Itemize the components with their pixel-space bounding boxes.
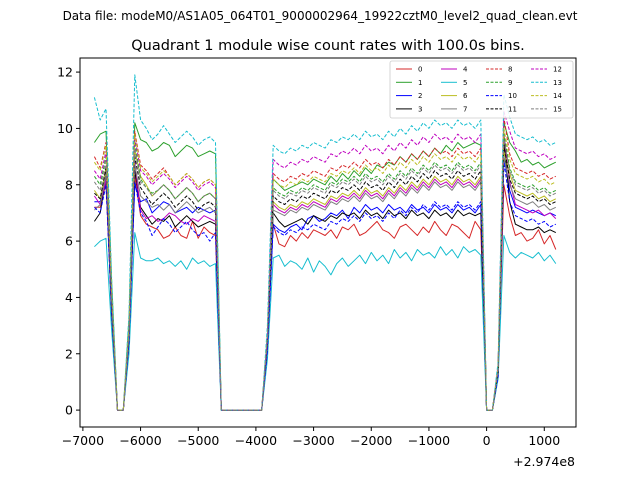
series-layer (93, 74, 557, 411)
legend-label-8: 8 (508, 66, 512, 74)
series-line-3 (93, 139, 557, 411)
x-tick-label: −2000 (350, 433, 392, 448)
y-tick-label: 12 (57, 65, 73, 80)
legend-label-5: 5 (463, 79, 467, 87)
x-tick-label: 0 (483, 433, 491, 448)
plot-area (93, 74, 557, 411)
series-line-1 (93, 122, 557, 411)
legend-label-9: 9 (508, 79, 512, 87)
legend-label-6: 6 (463, 92, 468, 100)
y-tick-label: 2 (65, 346, 73, 361)
series-line-14 (93, 127, 557, 411)
axes-frame (79, 57, 577, 428)
y-tick-label: 10 (57, 121, 73, 136)
series-line-15 (93, 139, 557, 411)
series-line-5 (94, 232, 557, 411)
series-line-7 (94, 156, 557, 411)
legend-box (389, 60, 574, 119)
legend-label-0: 0 (418, 66, 422, 74)
x-tick-label: −6000 (119, 433, 161, 448)
y-tick-label: 8 (65, 177, 73, 192)
axis-layer: −7000 −6000 −5000 −4000 −3000 −2000 −1000 0 1000… (57, 57, 577, 448)
series-line-13 (93, 74, 557, 411)
legend-label-14: 14 (553, 92, 562, 100)
series-line-9 (93, 133, 557, 411)
legend-label-15: 15 (553, 106, 562, 114)
x-tick-label: −1000 (408, 433, 450, 448)
legend-label-13: 13 (553, 79, 562, 87)
x-tick-label: 1000 (528, 433, 560, 448)
legend-label-12: 12 (553, 66, 562, 74)
legend-label-1: 1 (418, 79, 422, 87)
legend-label-7: 7 (463, 106, 467, 114)
x-tick-label: −4000 (235, 433, 277, 448)
x-tick-label: −5000 (177, 433, 219, 448)
x-offset-label: +2.974e8 (513, 454, 575, 469)
legend-label-4: 4 (463, 66, 468, 74)
series-line-11 (94, 144, 557, 411)
legend-label-10: 10 (508, 92, 517, 100)
series-line-4 (93, 133, 557, 411)
x-tick-label: −3000 (292, 433, 334, 448)
y-tick-label: 4 (65, 290, 73, 305)
y-tick-label: 0 (65, 403, 73, 418)
series-line-0 (94, 175, 557, 411)
legend-label-11: 11 (508, 106, 517, 114)
series-line-12 (93, 111, 557, 411)
y-tick-label: 6 (65, 234, 73, 249)
chart-title: Quadrant 1 module wise count rates with … (131, 38, 525, 54)
x-tick-label: −7000 (62, 433, 104, 448)
legend-label-2: 2 (418, 92, 422, 100)
series-line-10 (94, 161, 557, 411)
chart-suptitle: Data file: modeM0/AS1A05_064T01_90000029… (63, 9, 578, 23)
legend-label-3: 3 (418, 106, 422, 114)
